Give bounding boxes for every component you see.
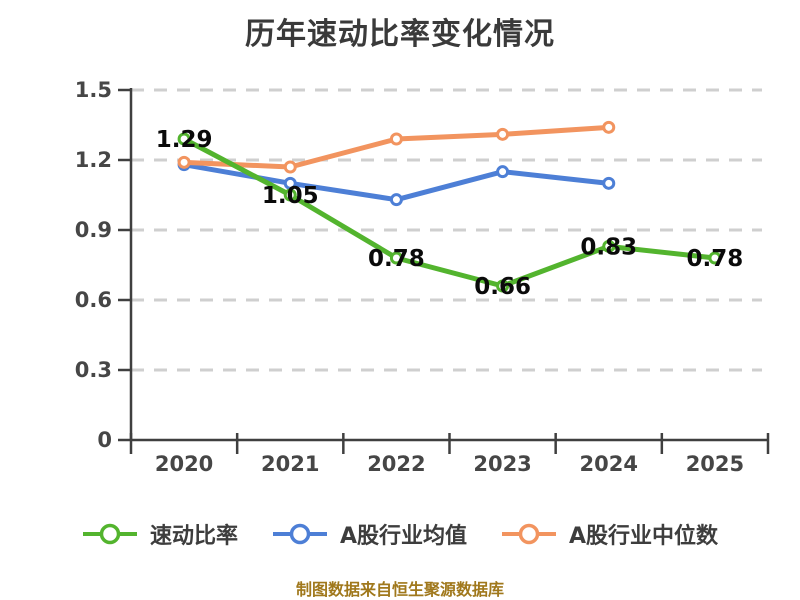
- svg-text:0.6: 0.6: [75, 288, 112, 312]
- svg-text:2021: 2021: [261, 452, 319, 476]
- line-chart-plot-area: 0 0.3 0.6 0.9 1.2 1.5 2020 2021 2022 2023 2024 2025…: [75, 78, 770, 476]
- svg-text:0.9: 0.9: [75, 218, 112, 242]
- legend-marker-industry-median-icon: [502, 523, 556, 545]
- svg-text:2024: 2024: [580, 452, 638, 476]
- svg-text:1.2: 1.2: [75, 148, 112, 172]
- legend-label-industry-mean: A股行业均值: [339, 524, 467, 549]
- svg-text:2025: 2025: [686, 452, 744, 476]
- svg-text:2020: 2020: [155, 452, 213, 476]
- legend-item-industry-median: A股行业中位数: [501, 518, 718, 550]
- legend-label-industry-median: A股行业中位数: [569, 524, 719, 549]
- svg-text:0.78: 0.78: [368, 246, 425, 272]
- chart-title: 历年速动比率变化情况: [245, 17, 555, 52]
- data-source-note: 制图数据来自恒生聚源数据库: [295, 580, 504, 599]
- chart-legend: 速动比率 A股行业均值 A股行业中位数: [0, 518, 800, 550]
- svg-text:1.29: 1.29: [156, 127, 213, 153]
- legend-item-quick-ratio: 速动比率: [82, 518, 238, 550]
- svg-text:0.78: 0.78: [687, 246, 744, 272]
- svg-text:2023: 2023: [473, 452, 531, 476]
- svg-text:0.3: 0.3: [75, 358, 112, 382]
- legend-item-industry-mean: A股行业均值: [272, 518, 467, 550]
- svg-text:0.66: 0.66: [474, 274, 531, 300]
- svg-text:0: 0: [97, 428, 112, 452]
- legend-label-quick-ratio: 速动比率: [149, 524, 238, 549]
- svg-text:1.5: 1.5: [75, 78, 112, 102]
- svg-text:2022: 2022: [367, 452, 425, 476]
- legend-marker-quick-ratio-icon: [82, 523, 137, 545]
- svg-text:0.83: 0.83: [580, 234, 637, 260]
- svg-text:1.05: 1.05: [262, 183, 319, 209]
- legend-marker-industry-mean-icon: [272, 523, 327, 545]
